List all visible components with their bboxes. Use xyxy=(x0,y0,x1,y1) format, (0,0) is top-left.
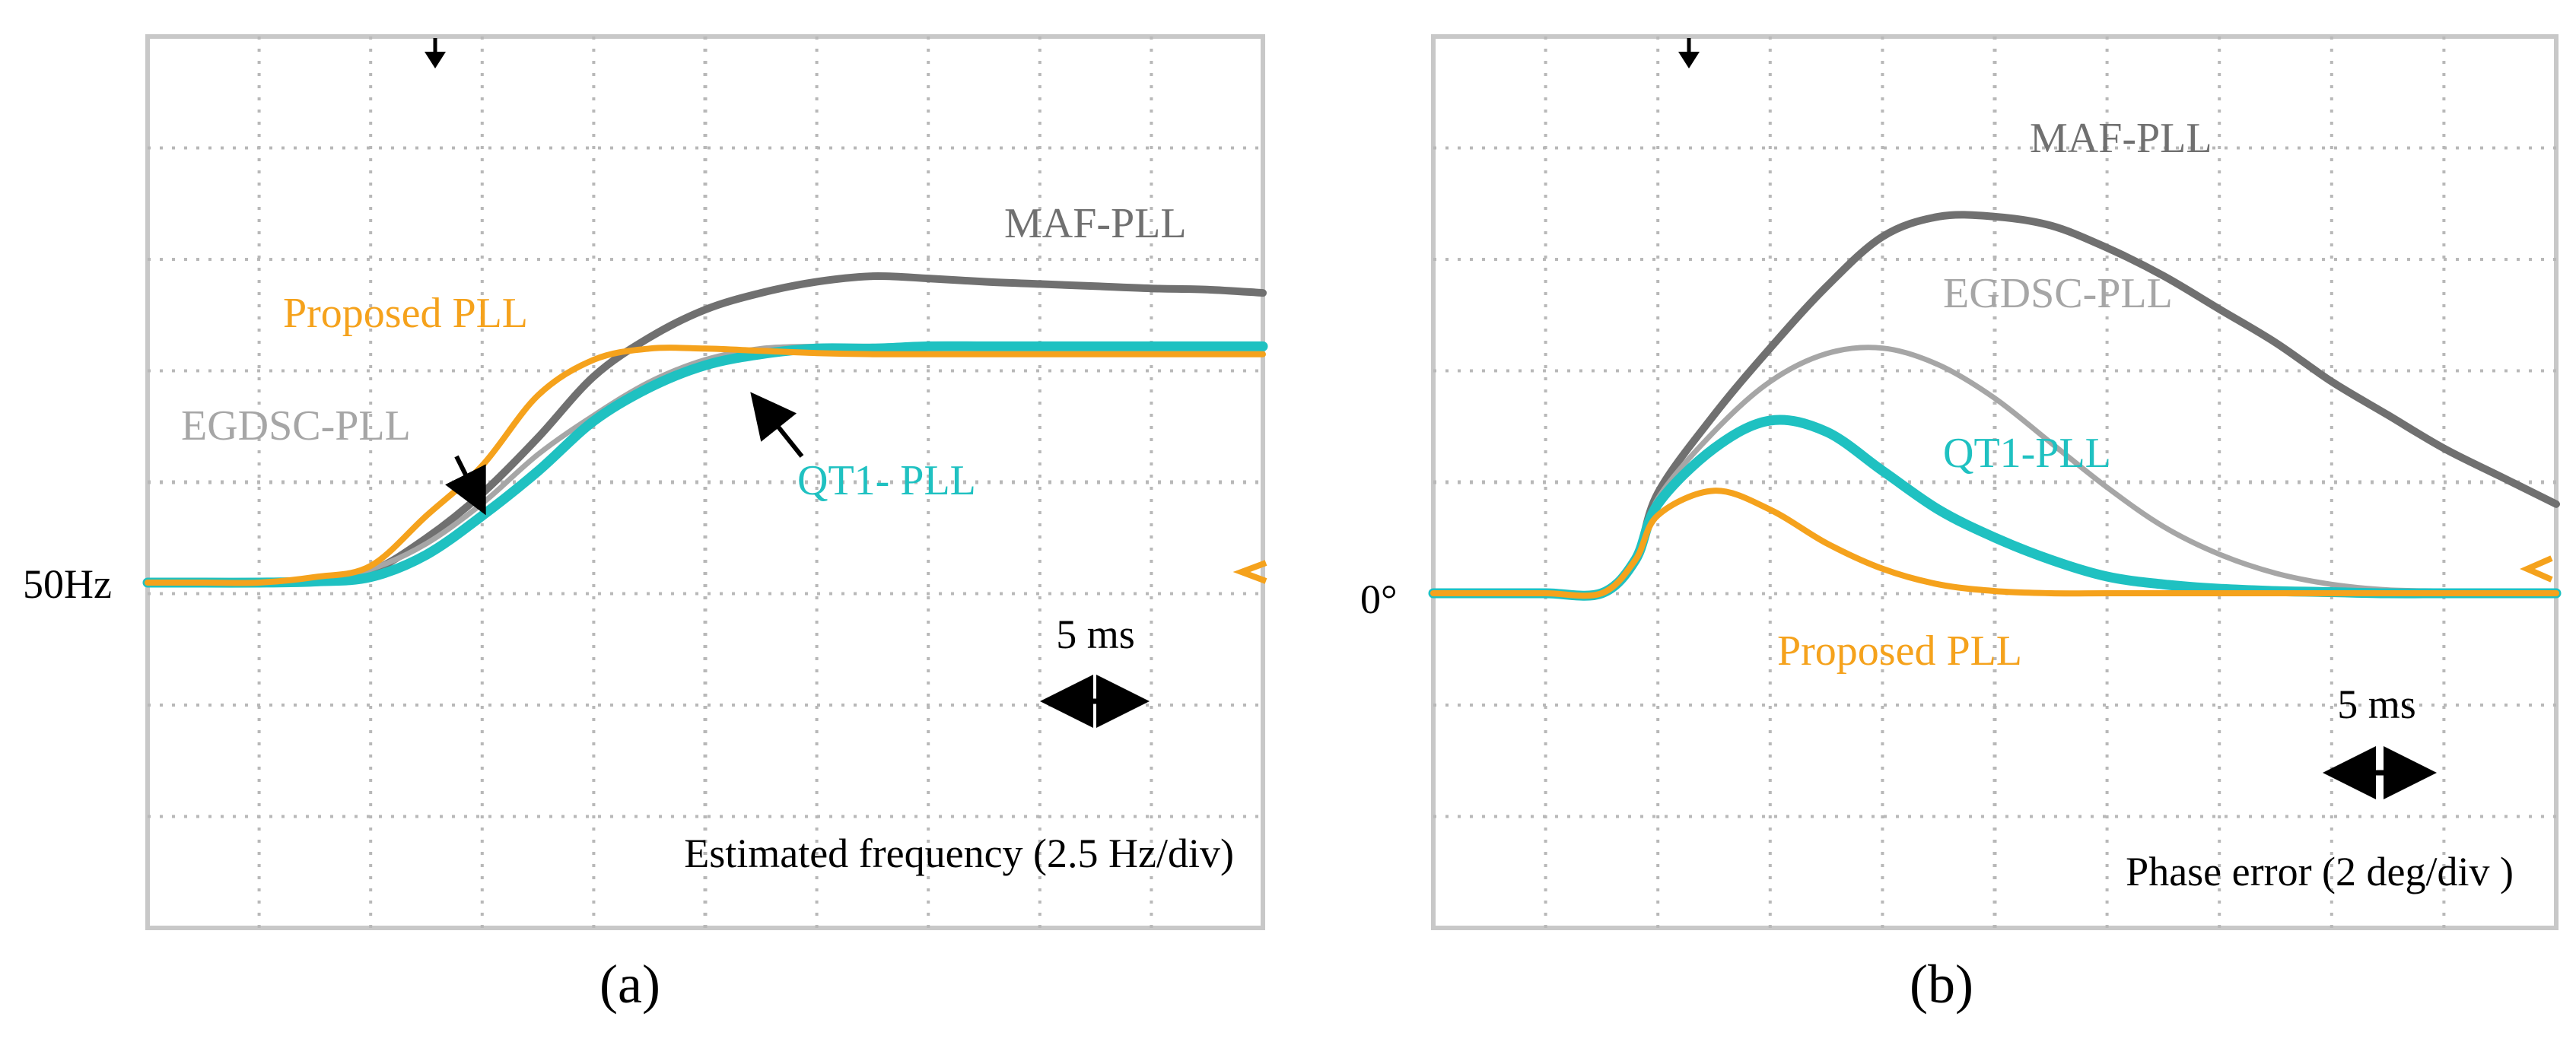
trigger-marker-a xyxy=(425,38,446,68)
label-qt1-pll-b: QT1-PLL xyxy=(1943,430,2111,477)
panel-a-grid xyxy=(148,37,1263,928)
caption-a: (a) xyxy=(599,954,660,1015)
panel-b-quantity-label: Phase error (2 deg/div ) xyxy=(2126,849,2514,894)
panel-a-frame xyxy=(145,34,1265,930)
label-egdsc-pll-a: EGDSC-PLL xyxy=(181,402,411,450)
series-line-proposed-pll xyxy=(145,345,1266,586)
series-line-qt1-pll xyxy=(142,341,1268,588)
caption-b: (b) xyxy=(1910,954,1973,1015)
series-line-proposed-pll xyxy=(1430,488,2559,599)
panel-b: MAF-PLL EGDSC-PLL QT1-PLL Proposed PLL 5… xyxy=(1360,34,2562,1015)
ref-label-b: 0° xyxy=(1360,577,1398,622)
label-egdsc-pll-b: EGDSC-PLL xyxy=(1943,270,2173,317)
level-marker-a xyxy=(1232,560,1267,584)
arrow-egdsc-a xyxy=(445,455,486,516)
panel-a-series xyxy=(142,272,1268,588)
label-maf-pll-a: MAF-PLL xyxy=(1004,200,1187,247)
time-scale-label-b: 5 ms xyxy=(2337,681,2416,727)
label-proposed-pll-b: Proposed PLL xyxy=(1777,627,2022,675)
trigger-marker-b xyxy=(1678,38,1700,68)
ref-label-a: 50Hz xyxy=(23,561,112,607)
label-qt1-pll-a: QT1- PLL xyxy=(797,457,976,504)
panel-b-series xyxy=(1428,211,2562,601)
panel-b-grid xyxy=(1433,37,2556,928)
time-scale-label-a: 5 ms xyxy=(1056,612,1135,657)
level-marker-b xyxy=(2520,555,2553,583)
label-proposed-pll-a: Proposed PLL xyxy=(283,290,528,337)
panel-a-quantity-label: Estimated frequency (2.5 Hz/div) xyxy=(684,831,1234,876)
label-maf-pll-b: MAF-PLL xyxy=(2030,115,2212,162)
panel-a: MAF-PLL Proposed PLL EGDSC-PLL QT1- PLL … xyxy=(23,34,1268,1015)
arrow-qt1-a xyxy=(750,392,804,458)
